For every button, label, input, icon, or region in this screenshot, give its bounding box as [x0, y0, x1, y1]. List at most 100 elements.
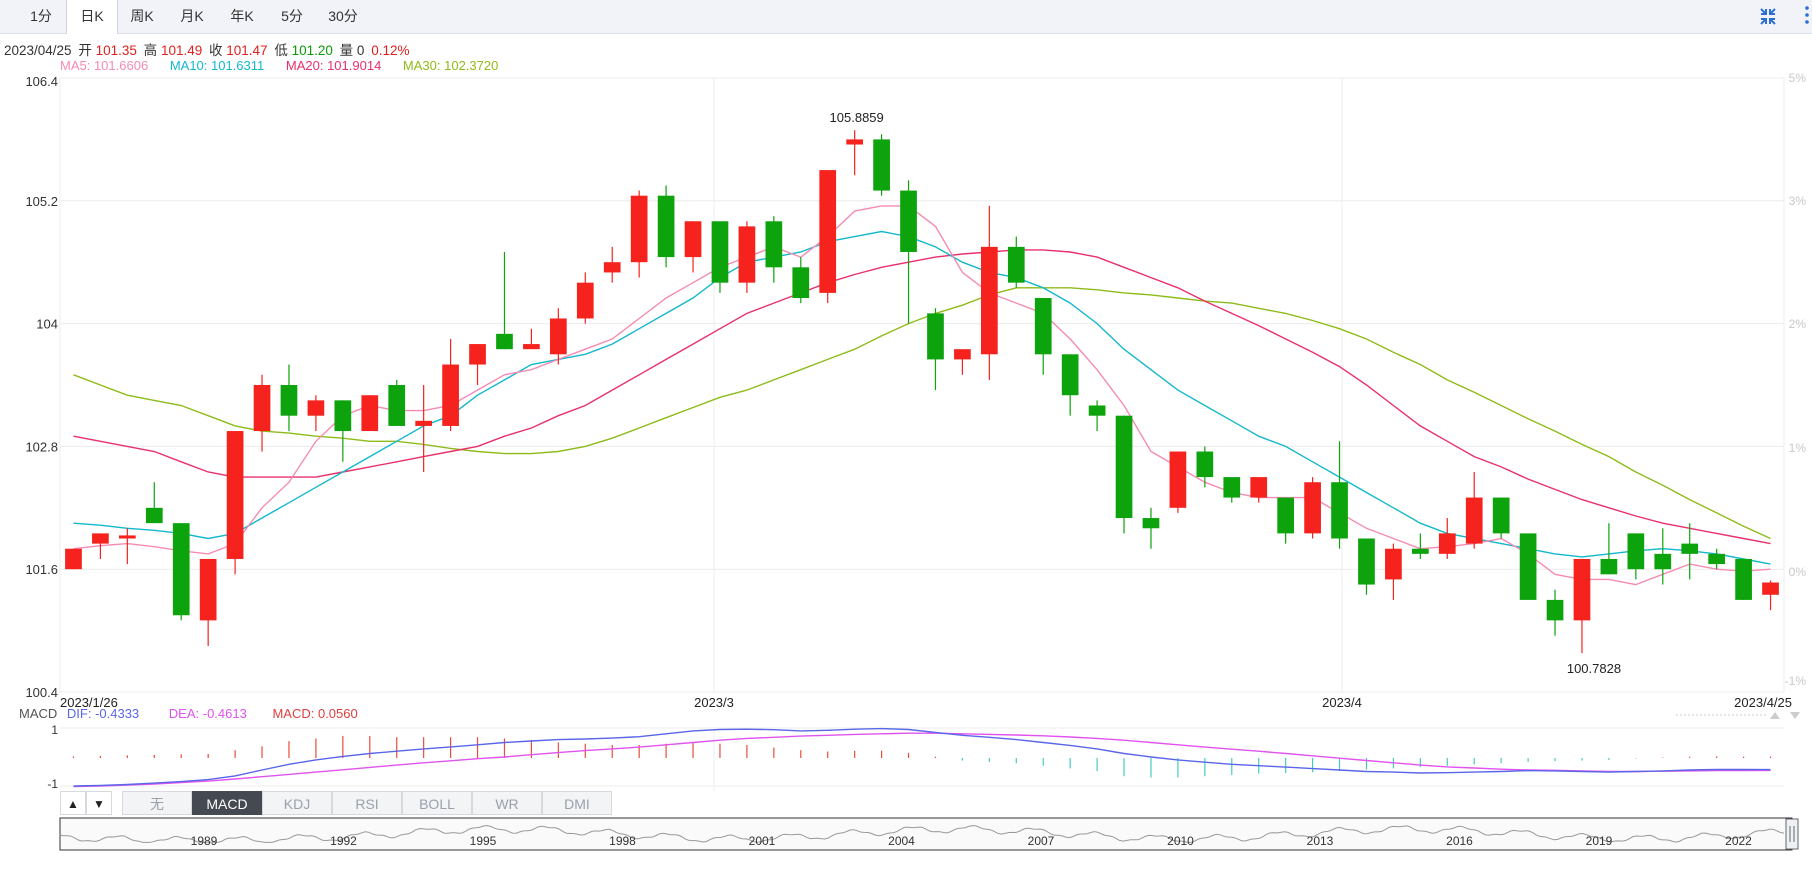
pct-tick-label-5: -1% [1785, 674, 1807, 688]
candle-46 [1304, 477, 1321, 539]
nav-arrow-up-icon[interactable]: ▲ [60, 791, 86, 815]
candle-48 [1358, 538, 1375, 595]
period-tab-bar: 1分 日K 周K 月K 年K 5分 30分 [0, 0, 1812, 34]
pct-tick-label-0: 5% [1789, 71, 1807, 85]
info-vol-label: 量 [339, 43, 354, 58]
overview-year-7: 2010 [1167, 834, 1194, 848]
indicator-tab-1[interactable]: MACD [192, 791, 262, 815]
tab-4[interactable]: 年K [230, 8, 254, 24]
indicator-tab-5[interactable]: WR [472, 791, 542, 815]
candle-28 [819, 170, 837, 304]
candle-body [1411, 548, 1429, 554]
tab-3[interactable]: 月K [180, 8, 204, 24]
macd-legend-label: MACD [19, 706, 58, 721]
candle-body [1735, 558, 1752, 600]
indicator-tab-0[interactable]: 无 [122, 791, 192, 815]
macd-panel: 1 -1 [47, 712, 1800, 791]
overview-navigator[interactable]: 1989 1992 1995 1998 2001 2004 2007 2010 2013 2016… [59, 817, 1799, 851]
candle-55 [1546, 589, 1564, 636]
candle-21 [630, 190, 648, 278]
candle-47 [1331, 441, 1348, 549]
candle-52 [1465, 471, 1483, 549]
indicator-tab-2[interactable]: KDJ [262, 791, 332, 815]
candle-body [1358, 538, 1375, 585]
candle-body [1088, 405, 1106, 416]
tab-1[interactable]: 日K [66, 0, 118, 34]
ma30-legend: MA30: 102.3720 [402, 58, 499, 73]
candle-59 [1654, 528, 1672, 585]
candle-24 [711, 221, 729, 293]
candle-12 [388, 379, 406, 426]
candle-body [496, 333, 513, 350]
candle-44 [1250, 477, 1268, 503]
candle-body [307, 400, 325, 416]
candle-body [684, 221, 702, 258]
candle-body [118, 535, 136, 539]
overview-year-4: 2001 [749, 834, 776, 848]
candle-2 [118, 528, 136, 565]
y-tick-label-2: 104 [36, 317, 58, 332]
y-tick-label-3: 102.8 [25, 439, 58, 454]
macd-axis-top: 1 [51, 723, 58, 737]
overview-series [59, 825, 1785, 843]
max-price-label: 105.8859 [830, 110, 884, 125]
candle-20 [603, 246, 621, 283]
candle-body [523, 344, 540, 350]
x-date-label-1: 2023/3 [694, 695, 734, 710]
info-close: 101.47 [226, 43, 268, 58]
indicator-tab-6[interactable]: DMI [542, 791, 612, 815]
candle-body [711, 221, 729, 283]
info-close-label: 收 [209, 43, 223, 58]
ma-lines [73, 205, 1771, 586]
nav-arrow-down-icon[interactable]: ▼ [86, 791, 112, 815]
ma10-legend: MA10: 101.6311 [169, 58, 265, 73]
overview-handle [1785, 818, 1799, 850]
candle-body [1681, 543, 1699, 554]
tab-icons-svg [1760, 6, 1809, 25]
tab-2[interactable]: 周K [130, 8, 154, 24]
candle-body [1007, 246, 1025, 283]
overview-year-9: 2016 [1446, 834, 1473, 848]
percent-axis: 5% 3% 2% 1% 0% -1% [1785, 71, 1807, 688]
candle-62 [1735, 558, 1752, 600]
candle-9 [307, 395, 325, 432]
candle-body [199, 558, 217, 621]
more-vertical-icon[interactable] [1805, 6, 1809, 24]
tab-5[interactable]: 5分 [281, 8, 303, 24]
candle-body [1465, 497, 1483, 544]
dea-line [73, 732, 1771, 788]
candle-40 [1142, 507, 1160, 549]
panel-up-icon [1770, 712, 1780, 719]
candle-33 [954, 349, 971, 375]
indicator-tab-3[interactable]: RSI [332, 791, 402, 815]
tab-bar-icons [1752, 0, 1812, 33]
candle-14 [442, 338, 459, 432]
candle-body [657, 195, 675, 258]
info-open-label: 开 [78, 43, 92, 58]
candle-body [1519, 533, 1537, 600]
x-date-label-3: 2023/4/25 [1734, 695, 1792, 710]
tab-6[interactable]: 30分 [328, 8, 358, 24]
candle-body [927, 313, 944, 360]
candle-body [280, 385, 298, 416]
overview-year-5: 2004 [888, 834, 915, 848]
info-low: 101.20 [291, 43, 333, 58]
candle-3 [145, 482, 163, 524]
candle-body [1115, 415, 1133, 519]
collapse-icon[interactable] [1760, 8, 1776, 25]
overview-handle-icon [1785, 818, 1799, 850]
macd-legend: MACD DIF: -0.4333 DEA: -0.4613 MACD: 0.0… [19, 706, 358, 721]
dif-legend: DIF: -0.4333 [66, 706, 140, 721]
overview-year-2: 1995 [470, 834, 497, 848]
overview-year-1: 1992 [330, 834, 357, 848]
tab-0[interactable]: 1分 [30, 8, 52, 24]
candle-body [1573, 558, 1591, 621]
ma30-line [73, 287, 1771, 540]
candle-15 [469, 344, 486, 385]
y-tick-label-5: 100.4 [25, 685, 58, 700]
candle-17 [523, 328, 540, 350]
candle-58 [1627, 533, 1645, 580]
overview-year-0: 1989 [191, 834, 218, 848]
indicator-tab-4[interactable]: BOLL [402, 791, 472, 815]
